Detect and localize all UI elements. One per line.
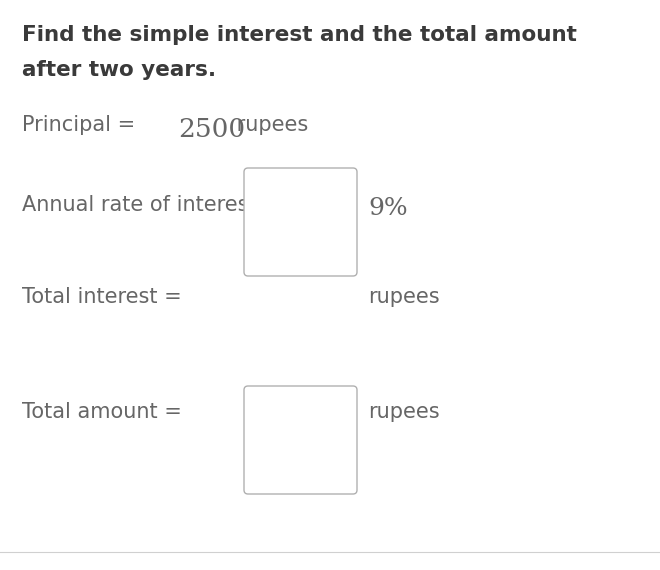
Text: 2500: 2500	[178, 117, 245, 142]
Text: 9%: 9%	[368, 197, 408, 220]
Text: Find the simple interest and the total amount: Find the simple interest and the total a…	[22, 25, 577, 45]
Text: Principal =: Principal =	[22, 115, 142, 135]
Text: rupees: rupees	[230, 115, 308, 135]
Text: Total amount =: Total amount =	[22, 402, 182, 422]
Text: Total interest =: Total interest =	[22, 287, 182, 307]
Text: rupees: rupees	[368, 287, 440, 307]
Text: after two years.: after two years.	[22, 60, 216, 80]
FancyBboxPatch shape	[244, 386, 357, 494]
Text: rupees: rupees	[368, 402, 440, 422]
FancyBboxPatch shape	[244, 168, 357, 276]
Text: Annual rate of interest =: Annual rate of interest =	[22, 195, 288, 215]
